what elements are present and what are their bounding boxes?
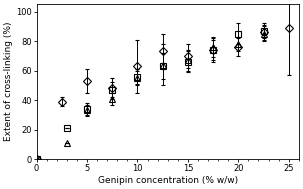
X-axis label: Genipin concentration (% w/w): Genipin concentration (% w/w) <box>98 176 238 185</box>
Y-axis label: Extent of cross-linking (%): Extent of cross-linking (%) <box>4 22 13 141</box>
